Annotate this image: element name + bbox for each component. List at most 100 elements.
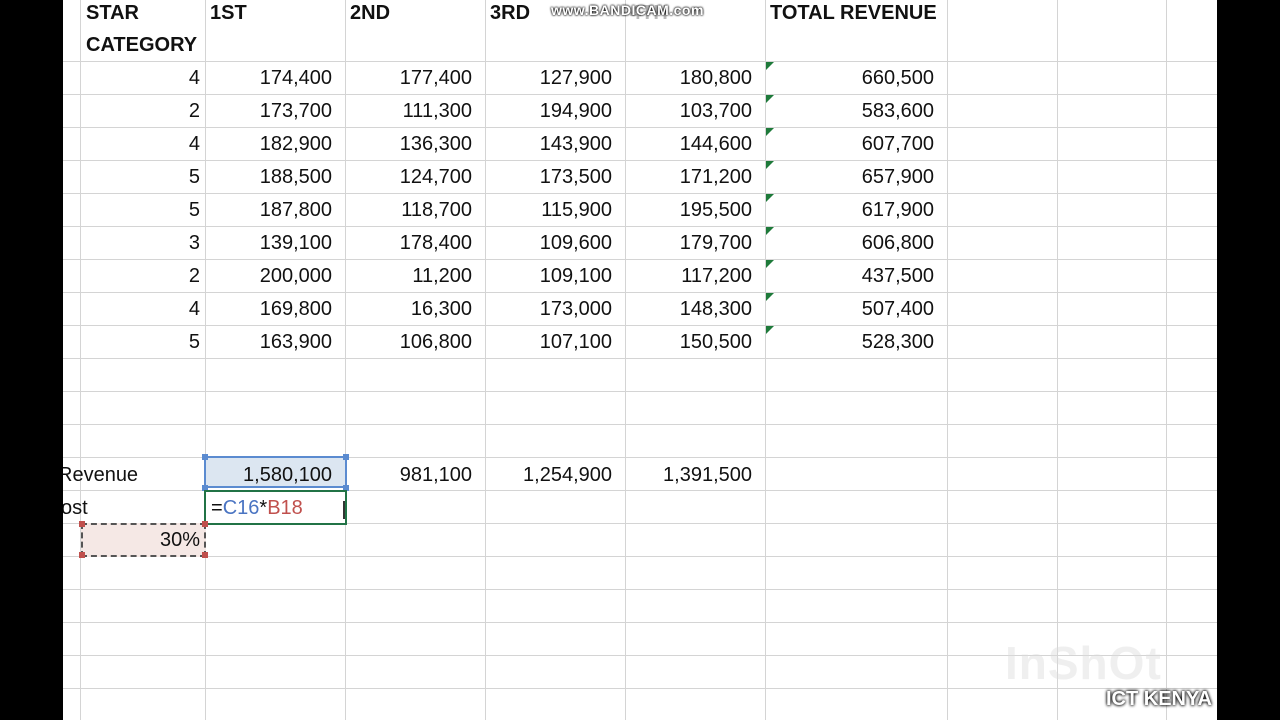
cell-q4[interactable]: 150,500: [679, 331, 752, 353]
error-indicator-icon[interactable]: [766, 326, 774, 334]
cell-q3[interactable]: 127,900: [539, 67, 612, 89]
cell-q3[interactable]: 194,900: [539, 100, 612, 122]
cell-q3[interactable]: 115,900: [541, 199, 612, 221]
cell-q1[interactable]: 187,800: [259, 199, 332, 221]
cell-q3[interactable]: 173,000: [539, 298, 612, 320]
cell-q4[interactable]: 144,600: [679, 133, 752, 155]
cell-q2[interactable]: 136,300: [399, 133, 472, 155]
reference-handle[interactable]: [202, 552, 208, 558]
selection-handle[interactable]: [343, 454, 349, 460]
cell-star[interactable]: 2: [188, 265, 200, 287]
error-indicator-icon[interactable]: [766, 227, 774, 235]
cell-star[interactable]: 5: [188, 199, 200, 221]
cost-label[interactable]: ost: [63, 497, 88, 519]
cell-total[interactable]: 606,800: [861, 232, 934, 254]
header-q2[interactable]: 2ND: [350, 2, 391, 24]
cell-q2[interactable]: 124,700: [399, 166, 472, 188]
reference-handle[interactable]: [79, 521, 85, 527]
grid-line: [63, 457, 1217, 458]
cell-q1[interactable]: 169,800: [259, 298, 332, 320]
grid-line: [345, 0, 346, 720]
error-indicator-icon[interactable]: [766, 293, 774, 301]
cell-q1[interactable]: 163,900: [259, 331, 332, 353]
grid-line: [63, 556, 1217, 557]
cell-q2[interactable]: 118,700: [401, 199, 472, 221]
cell-q4[interactable]: 195,500: [679, 199, 752, 221]
grid-line: [63, 655, 1217, 656]
cell-total[interactable]: 617,900: [861, 199, 934, 221]
grid-line: [63, 523, 1217, 524]
header-q4[interactable]: 4TH: [630, 2, 668, 24]
reference-handle[interactable]: [202, 521, 208, 527]
inshot-watermark: InShOt: [1005, 637, 1162, 689]
cell-q1[interactable]: 188,500: [259, 166, 332, 188]
error-indicator-icon[interactable]: [766, 260, 774, 268]
error-indicator-icon[interactable]: [766, 128, 774, 136]
cell-star[interactable]: 5: [188, 331, 200, 353]
cell-q2[interactable]: 106,800: [399, 331, 472, 353]
error-indicator-icon[interactable]: [766, 95, 774, 103]
cell-star[interactable]: 4: [188, 67, 200, 89]
cell-q3[interactable]: 109,100: [539, 265, 612, 287]
cell-total[interactable]: 660,500: [861, 67, 934, 89]
cell-q4[interactable]: 171,200: [679, 166, 752, 188]
cell-total[interactable]: 607,700: [861, 133, 934, 155]
reference-handle[interactable]: [79, 552, 85, 558]
revenue-q2[interactable]: 981,100: [399, 464, 472, 486]
cell-q2[interactable]: 11,200: [412, 265, 472, 287]
cell-q2[interactable]: 16,300: [410, 298, 472, 320]
spreadsheet-grid: STAR CATEGORY 1ST 2ND 3RD 4TH TOTAL REVE…: [63, 0, 1217, 720]
cell-total[interactable]: 583,600: [861, 100, 934, 122]
cell-q1[interactable]: 182,900: [259, 133, 332, 155]
cell-star[interactable]: 4: [188, 133, 200, 155]
cell-q2[interactable]: 177,400: [399, 67, 472, 89]
selection-handle[interactable]: [202, 485, 208, 491]
selected-cell-revenue-q1[interactable]: [204, 456, 347, 488]
grid-line: [63, 325, 1217, 326]
cell-star[interactable]: 4: [188, 298, 200, 320]
cell-q1[interactable]: 139,100: [259, 232, 332, 254]
header-q3[interactable]: 3RD: [490, 2, 531, 24]
revenue-q4[interactable]: 1,391,500: [663, 464, 752, 486]
formula-editor[interactable]: =C16*B18: [211, 492, 303, 524]
cell-q4[interactable]: 148,300: [679, 298, 752, 320]
cell-q3[interactable]: 173,500: [539, 166, 612, 188]
cell-q3[interactable]: 109,600: [539, 232, 612, 254]
cell-star[interactable]: 3: [188, 232, 200, 254]
revenue-q1[interactable]: 1,580,100: [243, 464, 332, 486]
cell-q4[interactable]: 180,800: [679, 67, 752, 89]
selection-handle[interactable]: [202, 454, 208, 460]
cell-q1[interactable]: 173,700: [259, 100, 332, 122]
cell-q4[interactable]: 179,700: [679, 232, 752, 254]
error-indicator-icon[interactable]: [766, 161, 774, 169]
cell-star[interactable]: 2: [188, 100, 200, 122]
channel-brand-label: ICT KENYA: [1106, 688, 1212, 710]
revenue-label[interactable]: Revenue: [63, 464, 139, 486]
referenced-cell-rate[interactable]: [81, 523, 206, 557]
cell-q1[interactable]: 200,000: [259, 265, 332, 287]
cell-q4[interactable]: 117,200: [681, 265, 752, 287]
header-total-revenue[interactable]: TOTAL REVENUE: [770, 2, 937, 24]
cell-total[interactable]: 657,900: [861, 166, 934, 188]
rate-value[interactable]: 30%: [159, 529, 200, 551]
error-indicator-icon[interactable]: [766, 62, 774, 70]
cell-q1[interactable]: 174,400: [259, 67, 332, 89]
active-cell-cost-q1[interactable]: [204, 490, 347, 525]
cell-star[interactable]: 5: [188, 166, 200, 188]
cell-total[interactable]: 437,500: [861, 265, 934, 287]
cell-total[interactable]: 528,300: [861, 331, 934, 353]
header-star-category-line1[interactable]: STAR: [86, 2, 139, 24]
cell-total[interactable]: 507,400: [861, 298, 934, 320]
cell-q3[interactable]: 107,100: [539, 331, 612, 353]
grid-line: [63, 259, 1217, 260]
selection-handle[interactable]: [343, 485, 349, 491]
revenue-q3[interactable]: 1,254,900: [523, 464, 612, 486]
cell-q4[interactable]: 103,700: [679, 100, 752, 122]
cell-q2[interactable]: 111,300: [402, 100, 472, 122]
error-indicator-icon[interactable]: [766, 194, 774, 202]
header-q1[interactable]: 1ST: [210, 2, 247, 24]
header-star-category-line2[interactable]: CATEGORY: [86, 34, 198, 56]
cell-q3[interactable]: 143,900: [539, 133, 612, 155]
grid-line: [1166, 0, 1167, 720]
cell-q2[interactable]: 178,400: [399, 232, 472, 254]
